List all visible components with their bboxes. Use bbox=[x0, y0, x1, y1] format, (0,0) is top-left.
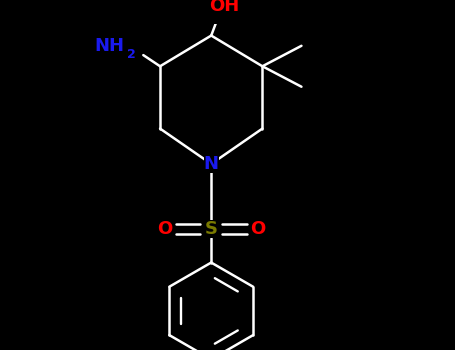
Text: S: S bbox=[205, 220, 218, 238]
Text: O: O bbox=[250, 220, 265, 238]
Text: NH: NH bbox=[95, 37, 125, 55]
Text: OH: OH bbox=[209, 0, 239, 15]
Text: N: N bbox=[204, 155, 219, 173]
Text: 2: 2 bbox=[126, 48, 135, 61]
Text: O: O bbox=[157, 220, 172, 238]
